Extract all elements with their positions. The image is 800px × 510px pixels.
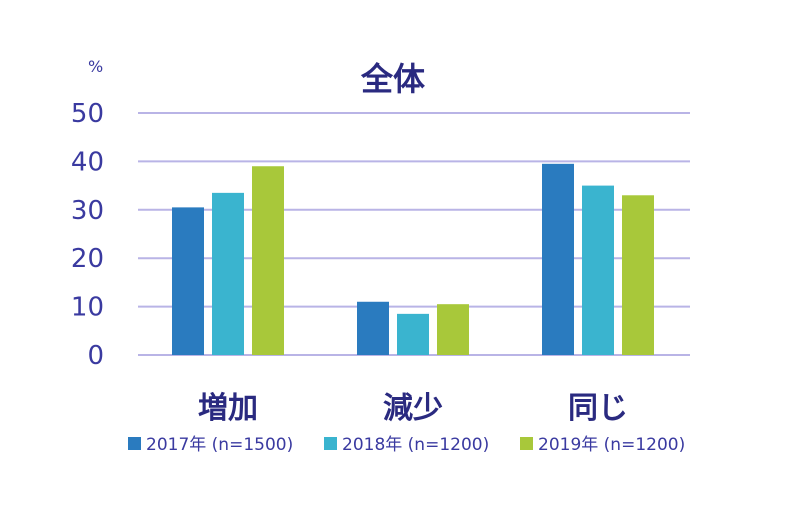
legend-swatch-1 [128,437,141,450]
x-axis-categories: 増加 減少 同じ [198,391,628,426]
y-tick-label-20: 20 [71,244,104,274]
bar-3-series-2 [582,185,614,355]
y-tick-label-10: 10 [71,293,104,323]
bar-2-series-3 [437,304,469,355]
bar-1-series-2 [212,192,244,355]
legend-item-2: 2018年 (n=1200) [324,435,489,455]
bar-2-series-2 [397,313,429,355]
legend-swatch-3 [520,437,533,450]
y-axis-ticks: 0 10 20 30 40 50 [71,99,104,371]
legend-label-2: 2018年 (n=1200) [342,435,489,455]
legend-swatch-2 [324,437,337,450]
y-tick-label-0: 0 [87,341,104,371]
category-label-3: 同じ [568,391,628,426]
legend-label-1: 2017年 (n=1500) [146,435,293,455]
bar-3-series-3 [622,195,654,355]
bar-1-series-3 [252,166,284,355]
legend-item-3: 2019年 (n=1200) [520,435,685,455]
category-label-1: 増加 [198,391,258,426]
bar-1-series-1 [172,207,204,355]
chart-title: 全体 [360,60,425,98]
bars-layer [172,163,654,355]
legend-item-1: 2017年 (n=1500) [128,435,293,455]
bar-2-series-1 [357,301,389,355]
y-axis-unit: % [88,57,103,76]
bar-3-series-1 [542,163,574,355]
y-tick-label-40: 40 [71,147,104,177]
category-label-2: 減少 [383,391,443,426]
legend-label-3: 2019年 (n=1200) [538,435,685,455]
y-tick-label-50: 50 [71,99,104,129]
y-tick-label-30: 30 [71,196,104,226]
legend: 2017年 (n=1500) 2018年 (n=1200) 2019年 (n=120… [128,435,685,455]
